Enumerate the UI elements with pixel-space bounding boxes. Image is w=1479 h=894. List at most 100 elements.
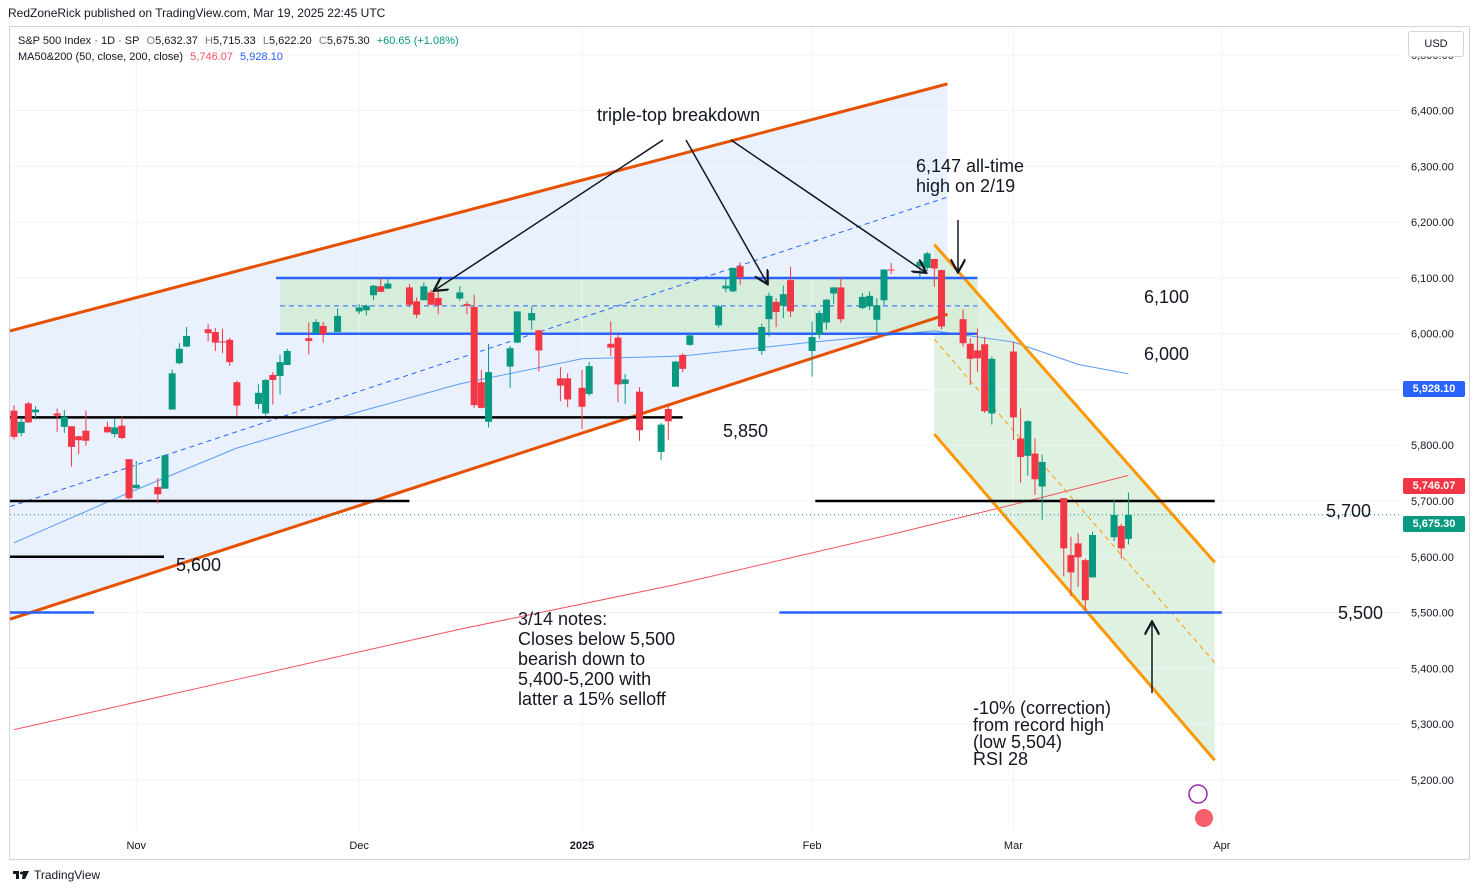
candle-body — [305, 338, 313, 341]
candle-body — [679, 354, 687, 369]
symbol-name[interactable]: S&P 500 Index · 1D · SP — [18, 35, 140, 47]
correction-line: -10% (correction) — [973, 698, 1111, 718]
candle-body — [10, 410, 18, 437]
candle-body — [528, 313, 536, 321]
candle-body — [334, 315, 342, 333]
ohlc-legend: S&P 500 Index · 1D · SP O5,632.37 H5,715… — [18, 35, 459, 47]
candle-body — [607, 343, 615, 348]
candle-body — [556, 378, 564, 386]
notes-line: Closes below 5,500 — [518, 629, 675, 649]
candle-body — [959, 319, 967, 344]
candle-body — [981, 344, 989, 412]
candle-body — [808, 337, 816, 351]
candle-body — [664, 408, 672, 422]
candle-body — [837, 287, 845, 320]
triple-top-label: triple-top breakdown — [597, 105, 760, 125]
candle-body — [1031, 453, 1039, 480]
currency-selector[interactable]: USD — [1408, 31, 1464, 57]
candle-body — [470, 306, 478, 406]
open-value: 5,632.37 — [155, 35, 198, 47]
correction-line: RSI 28 — [973, 749, 1028, 769]
y-tick-label: 6,200.00 — [1411, 217, 1454, 229]
candle-body — [873, 305, 881, 320]
candle-body — [161, 455, 169, 489]
annotation-arrow — [730, 139, 925, 272]
candle-body — [765, 295, 773, 320]
level-6000-label: 6,000 — [1144, 344, 1189, 364]
falling-channel-lower — [933, 433, 1216, 762]
candle-body — [204, 329, 212, 334]
y-tick-label: 5,700.00 — [1411, 496, 1454, 508]
publisher-credit: RedZoneRick published on TradingView.com… — [8, 6, 386, 20]
correction-line: (low 5,504) — [973, 732, 1062, 752]
candle-body — [736, 266, 744, 278]
candle-body — [535, 330, 543, 351]
candle-body — [254, 392, 262, 404]
y-tick-label: 5,300.00 — [1411, 719, 1454, 731]
candle-body — [226, 339, 234, 363]
candle-body — [772, 301, 780, 312]
candle-body — [1060, 498, 1068, 549]
candle-body — [219, 341, 227, 343]
candle-body — [355, 307, 363, 312]
rising-channel-midline — [9, 196, 948, 508]
y-tick-label: 6,300.00 — [1411, 161, 1454, 173]
candle-body — [887, 269, 895, 271]
x-tick-label: Feb — [803, 840, 822, 852]
candle-body — [815, 313, 823, 335]
candle-body — [183, 335, 191, 347]
footer-brand[interactable]: TradingView — [34, 868, 101, 882]
candle-body — [1009, 351, 1017, 418]
footer: TradingView — [12, 868, 100, 882]
event-energy-icon — [1188, 784, 1208, 804]
candle-body — [787, 280, 795, 312]
candle-body — [506, 348, 514, 367]
ma-indicator-name[interactable]: MA50&200 (50, close, 200, close) — [18, 51, 184, 63]
x-tick-label: Nov — [126, 840, 146, 852]
us-flag-icon — [1195, 809, 1213, 827]
ma200-value: 5,928.10 — [240, 51, 283, 63]
candle-body — [82, 430, 90, 441]
candle-body — [880, 269, 888, 301]
candle-body — [17, 421, 25, 433]
candle-body — [585, 366, 593, 394]
level-5600-label: 5,600 — [176, 555, 221, 575]
candle-body — [75, 436, 83, 441]
x-tick-label: Mar — [1004, 840, 1023, 852]
candle-body — [276, 362, 284, 377]
y-tick-label: 5,200.00 — [1411, 775, 1454, 787]
level-5850-label: 5,850 — [723, 421, 768, 441]
chart-frame — [9, 26, 1470, 860]
x-tick-label: Apr — [1213, 840, 1230, 852]
candle-body — [1024, 421, 1032, 456]
candle-body — [1110, 514, 1118, 538]
notes-line: latter a 15% selloff — [518, 689, 667, 709]
candle-body — [168, 373, 176, 410]
candle-body — [1124, 514, 1132, 539]
candle-body — [973, 350, 981, 359]
candle-body — [1081, 560, 1089, 601]
candle-body — [427, 292, 435, 305]
candle-body — [405, 287, 413, 305]
tradingview-logo-icon — [13, 871, 29, 879]
candle-body — [68, 426, 76, 447]
candle-body — [370, 285, 377, 296]
notes-line: 3/14 notes: — [518, 609, 607, 629]
y-tick-label: 6,000.00 — [1411, 329, 1454, 341]
candle-body — [938, 270, 946, 327]
candle-body — [636, 391, 644, 431]
last-price-tag: 5,675.30 — [1403, 516, 1465, 532]
falling-channel-upper — [933, 243, 1216, 564]
candle-body — [722, 285, 730, 289]
candle-body — [118, 425, 126, 438]
candle-body — [614, 337, 622, 385]
candle-body — [779, 294, 787, 306]
candle-body — [456, 292, 464, 299]
annotation-arrow — [435, 139, 664, 290]
candle-body — [262, 379, 270, 414]
candle-body — [283, 350, 291, 365]
rising-channel-fill — [10, 83, 948, 620]
candle-body — [578, 387, 586, 407]
notes-line: bearish down to — [518, 649, 645, 669]
